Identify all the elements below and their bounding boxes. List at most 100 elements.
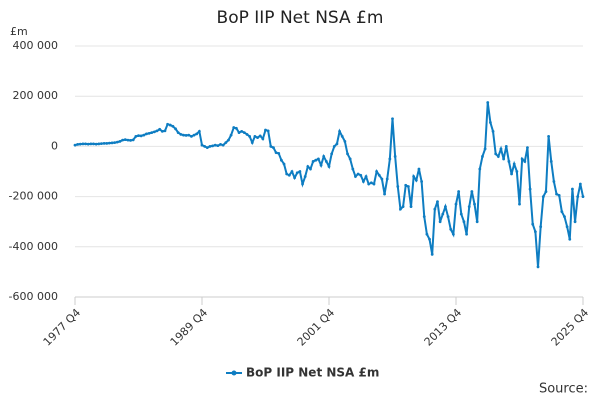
data-point bbox=[557, 193, 561, 197]
data-point bbox=[195, 132, 199, 136]
data-point bbox=[277, 152, 281, 155]
data-point bbox=[81, 142, 85, 146]
data-point bbox=[94, 142, 98, 146]
data-point bbox=[279, 158, 283, 162]
data-point bbox=[422, 215, 426, 219]
data-point bbox=[237, 131, 241, 134]
data-point bbox=[401, 205, 405, 209]
data-point bbox=[266, 129, 270, 133]
data-point bbox=[499, 147, 503, 151]
data-point bbox=[73, 143, 77, 147]
data-point bbox=[293, 176, 297, 180]
data-point bbox=[155, 129, 159, 133]
data-point bbox=[504, 145, 508, 148]
data-point bbox=[322, 155, 326, 158]
data-point bbox=[412, 175, 416, 178]
data-point bbox=[338, 129, 341, 133]
data-point bbox=[364, 175, 368, 178]
data-point bbox=[295, 171, 299, 175]
data-point bbox=[568, 237, 572, 241]
data-point bbox=[118, 139, 122, 143]
chart-title: BoP IIP Net NSA £m bbox=[217, 8, 384, 28]
data-point bbox=[115, 140, 119, 144]
data-point bbox=[449, 227, 453, 231]
data-point bbox=[248, 134, 252, 138]
data-point bbox=[250, 141, 254, 145]
y-tick-label: 0 bbox=[51, 139, 58, 152]
data-point bbox=[406, 185, 410, 188]
data-point bbox=[229, 133, 233, 137]
y-tick-label: 200 000 bbox=[13, 89, 59, 102]
data-point bbox=[409, 205, 413, 209]
data-point bbox=[531, 222, 535, 226]
data-point bbox=[539, 225, 543, 229]
data-point bbox=[343, 139, 347, 143]
data-point bbox=[414, 178, 418, 182]
data-point bbox=[211, 144, 214, 148]
data-point bbox=[372, 182, 376, 186]
data-point bbox=[385, 177, 389, 181]
data-point bbox=[264, 128, 267, 132]
data-point bbox=[383, 192, 386, 196]
data-point bbox=[197, 129, 201, 133]
data-point bbox=[491, 129, 495, 133]
data-point bbox=[203, 145, 207, 148]
data-point bbox=[224, 141, 228, 145]
data-point bbox=[261, 137, 265, 141]
data-point bbox=[319, 163, 323, 167]
data-point bbox=[515, 170, 519, 173]
data-point bbox=[441, 212, 445, 216]
data-point bbox=[356, 172, 360, 176]
y-tick-label: -200 000 bbox=[9, 190, 58, 203]
x-tick-label: 1977 Q4 bbox=[41, 306, 84, 349]
data-point bbox=[536, 265, 540, 269]
data-point bbox=[89, 142, 93, 146]
legend-marker bbox=[231, 370, 237, 376]
data-point bbox=[496, 155, 500, 158]
data-point bbox=[171, 124, 175, 128]
data-point bbox=[76, 142, 80, 146]
data-point bbox=[86, 142, 90, 146]
data-point bbox=[232, 126, 236, 129]
data-point bbox=[129, 138, 132, 142]
data-point bbox=[549, 160, 553, 163]
data-point bbox=[121, 138, 125, 142]
data-point bbox=[113, 141, 117, 145]
data-point bbox=[84, 142, 87, 146]
data-point bbox=[110, 141, 114, 145]
data-point bbox=[274, 151, 278, 155]
data-point bbox=[494, 152, 498, 156]
data-point bbox=[213, 143, 217, 147]
data-point bbox=[208, 145, 212, 148]
data-point bbox=[245, 132, 249, 136]
data-point bbox=[470, 190, 474, 193]
data-point bbox=[242, 131, 246, 134]
data-point bbox=[436, 200, 439, 204]
data-point bbox=[142, 133, 146, 137]
data-point bbox=[486, 101, 490, 104]
data-point bbox=[123, 138, 127, 142]
data-point bbox=[100, 142, 103, 146]
data-point bbox=[346, 152, 349, 156]
data-point bbox=[258, 134, 262, 138]
data-point bbox=[533, 230, 537, 234]
data-point bbox=[520, 157, 524, 161]
x-tick-label: 2001 Q4 bbox=[295, 306, 338, 349]
data-point bbox=[126, 138, 130, 142]
data-point bbox=[269, 145, 273, 148]
data-point bbox=[152, 130, 156, 134]
data-point bbox=[97, 142, 101, 146]
data-point bbox=[396, 185, 400, 188]
data-point bbox=[393, 155, 397, 158]
data-point bbox=[348, 157, 352, 161]
data-point bbox=[488, 121, 492, 124]
y-axis-unit: £m bbox=[10, 25, 28, 38]
data-point bbox=[481, 155, 484, 158]
data-point bbox=[581, 195, 585, 199]
data-point bbox=[102, 141, 106, 145]
data-point bbox=[369, 181, 373, 185]
data-point bbox=[528, 187, 532, 191]
data-point bbox=[166, 122, 170, 126]
data-point bbox=[359, 173, 363, 177]
